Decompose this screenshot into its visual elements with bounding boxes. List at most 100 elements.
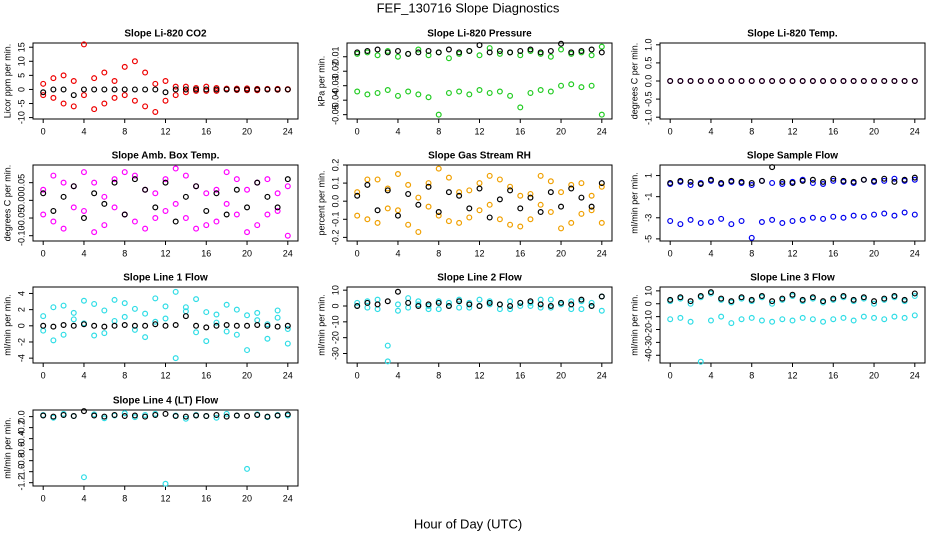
point <box>80 297 87 304</box>
point <box>486 299 493 306</box>
point <box>445 174 452 181</box>
point <box>111 94 118 101</box>
point <box>193 225 200 232</box>
point <box>466 214 473 221</box>
point <box>193 183 200 190</box>
point <box>809 179 816 186</box>
point <box>284 232 291 239</box>
x-tick-label: 20 <box>242 370 252 380</box>
x-tick-label: 0 <box>668 370 673 380</box>
point <box>101 330 108 337</box>
point <box>364 181 371 188</box>
y-axis-label: degrees C per min. <box>2 165 12 242</box>
x-tick-label: 4 <box>81 493 86 503</box>
point <box>820 178 827 185</box>
x-tick-label: 8 <box>436 370 441 380</box>
point <box>517 104 524 111</box>
point <box>769 77 776 84</box>
point <box>274 314 281 321</box>
point <box>203 190 210 197</box>
x-tick-label: 12 <box>787 126 797 136</box>
point <box>779 77 786 84</box>
y-axis-label: ml/min per min. <box>2 294 12 356</box>
point <box>537 49 544 56</box>
point <box>578 210 585 217</box>
point <box>152 318 159 325</box>
point <box>131 176 138 183</box>
point <box>789 179 796 186</box>
point <box>213 311 220 318</box>
y-tick-label: 2 <box>16 307 26 312</box>
x-tick-label: 16 <box>515 370 525 380</box>
point <box>142 103 149 110</box>
x-tick-label: 20 <box>556 370 566 380</box>
point <box>476 42 483 49</box>
x-tick-label: 12 <box>160 126 170 136</box>
point <box>254 179 261 186</box>
point <box>111 411 118 418</box>
y-tick-label: 10 <box>643 286 653 296</box>
point <box>456 219 463 226</box>
y-tick-label: 1.0 <box>643 39 653 52</box>
y-tick-label: -0.01 <box>330 46 340 67</box>
y-axis-label: ml/min per min. <box>629 294 639 356</box>
point <box>738 294 745 301</box>
point <box>758 219 765 226</box>
point <box>830 295 837 302</box>
point <box>152 295 159 302</box>
point <box>182 415 189 422</box>
panel-title: Slope Gas Stream RH <box>428 151 531 162</box>
point <box>101 69 108 76</box>
point <box>172 165 179 172</box>
point <box>537 201 544 208</box>
x-tick-label: 0 <box>668 126 673 136</box>
y-tick-label: -0.05 <box>330 104 340 125</box>
point <box>789 77 796 84</box>
point <box>769 179 776 186</box>
point <box>738 316 745 323</box>
panel-title: Slope Line 1 Flow <box>123 273 208 284</box>
y-tick-label: -4 <box>16 354 26 362</box>
x-tick-label: 24 <box>283 126 293 136</box>
panel-title: Slope Li-820 Pressure <box>427 29 532 40</box>
point <box>70 322 77 329</box>
point <box>476 207 483 214</box>
point <box>881 210 888 217</box>
point <box>476 180 483 187</box>
point <box>50 75 57 82</box>
point <box>476 185 483 192</box>
x-tick-label: 0 <box>668 248 673 258</box>
point <box>384 298 391 305</box>
point <box>70 92 77 99</box>
point <box>394 171 401 178</box>
point <box>264 413 271 420</box>
point <box>244 204 251 211</box>
point <box>384 49 391 56</box>
point <box>901 209 908 216</box>
panel-title: Slope Line 3 Flow <box>750 273 835 284</box>
point <box>60 331 67 338</box>
point <box>568 219 575 226</box>
point <box>435 299 442 306</box>
x-tick-label: 16 <box>201 126 211 136</box>
point <box>738 77 745 84</box>
point <box>162 410 169 417</box>
y-tick-label: -0.05 <box>16 208 26 229</box>
x-tick-label: 24 <box>283 370 293 380</box>
plot-frame <box>346 286 613 364</box>
point <box>820 318 827 325</box>
point <box>364 299 371 306</box>
point <box>274 207 281 214</box>
point <box>254 309 261 316</box>
point <box>588 52 595 59</box>
point <box>354 303 361 310</box>
point <box>213 218 220 225</box>
point <box>779 316 786 323</box>
point <box>687 178 694 185</box>
point <box>384 87 391 94</box>
point <box>415 49 422 56</box>
point <box>223 200 230 207</box>
point <box>213 411 220 418</box>
point <box>466 205 473 212</box>
